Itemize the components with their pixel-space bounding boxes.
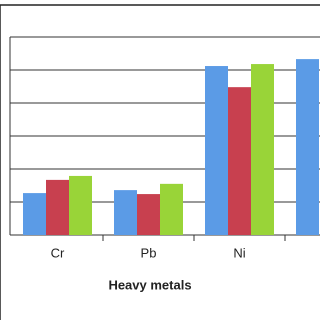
bar: [137, 194, 160, 235]
bar: [69, 175, 92, 235]
bar: [296, 59, 319, 235]
x-tick-label: Ni: [233, 245, 245, 260]
bar: [228, 87, 251, 235]
bar: [251, 64, 274, 235]
bar: [46, 179, 69, 235]
bar: [114, 190, 137, 235]
x-tick-label: Cr: [51, 245, 65, 260]
bar: [23, 193, 46, 235]
frame: [0, 4, 320, 320]
bar: [205, 66, 228, 235]
x-axis-label: Heavy metals: [108, 277, 191, 292]
x-tick-label: Pb: [141, 245, 157, 260]
bar: [160, 183, 183, 235]
